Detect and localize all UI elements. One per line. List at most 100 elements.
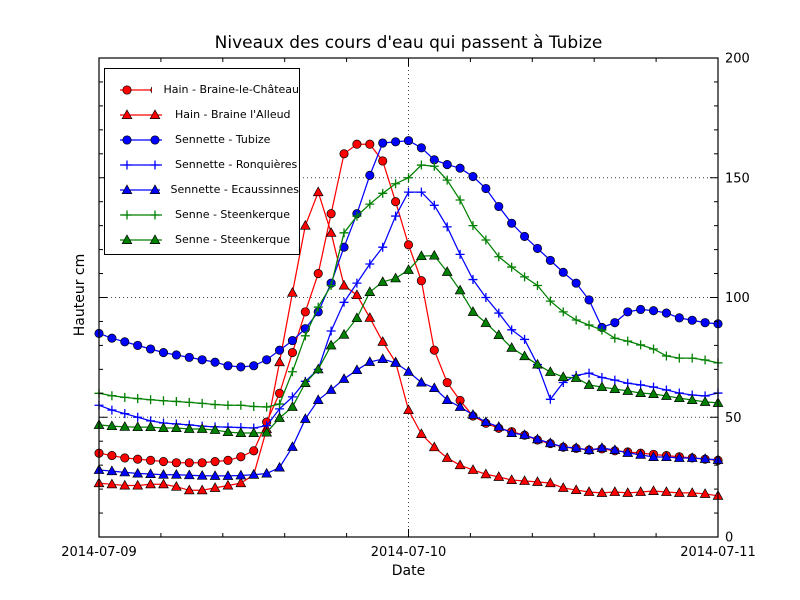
marker-plus [610, 333, 620, 343]
marker-plus [687, 353, 697, 363]
marker-circle [674, 313, 684, 323]
marker-triangle [583, 379, 595, 389]
marker-triangle [145, 468, 156, 478]
legend-marker-plus [122, 210, 132, 219]
marker-triangle [699, 453, 711, 463]
marker-plus [623, 336, 633, 346]
marker-plus [184, 397, 194, 407]
marker-triangle [609, 486, 621, 496]
marker-triangle [145, 421, 156, 432]
marker-circle [107, 333, 117, 343]
marker-triangle [158, 422, 169, 432]
marker-plus [146, 395, 156, 405]
marker-circle [223, 455, 233, 465]
marker-triangle [377, 276, 389, 286]
marker-triangle [428, 249, 440, 260]
marker-triangle [699, 396, 711, 406]
marker-plus [584, 368, 594, 378]
marker-triangle [299, 413, 311, 423]
marker-triangle [377, 336, 389, 346]
marker-circle [158, 457, 169, 467]
legend-marker-triangle [149, 108, 161, 119]
legend-swatch [120, 108, 162, 119]
legend-label: Sennette - Ronquières [175, 158, 298, 171]
marker-plus [210, 400, 220, 410]
marker-circle [365, 170, 375, 180]
marker-triangle [325, 339, 337, 350]
marker-plus [520, 334, 530, 344]
legend-marker-triangle [121, 108, 133, 119]
legend: Hain - Braine-le-Château Hain - Braine l'… [104, 68, 300, 255]
marker-triangle [661, 390, 672, 400]
marker-triangle [532, 476, 543, 486]
marker-triangle [570, 484, 582, 495]
marker-plus [429, 200, 439, 210]
marker-plus [545, 394, 555, 404]
marker-triangle [557, 482, 569, 492]
marker-triangle [338, 279, 350, 290]
marker-triangle [196, 423, 208, 433]
marker-triangle [377, 353, 389, 364]
marker-plus [313, 302, 323, 312]
marker-plus [455, 249, 465, 259]
marker-plus [584, 320, 594, 330]
marker-triangle [196, 484, 208, 495]
legend-swatch [120, 134, 162, 145]
marker-triangle [493, 329, 505, 340]
marker-plus [171, 396, 181, 406]
marker-triangle [338, 373, 350, 383]
marker-circle [223, 361, 233, 371]
marker-plus [326, 326, 336, 336]
marker-circle [507, 218, 517, 228]
legend-item: Hain - Braine l'Alleud [105, 102, 299, 127]
marker-circle [494, 201, 504, 212]
marker-triangle [106, 420, 118, 431]
marker-circle [391, 197, 401, 207]
marker-triangle [158, 478, 169, 489]
marker-triangle [441, 452, 453, 462]
legend-swatch [120, 233, 162, 244]
marker-circle [584, 295, 594, 305]
marker-plus [442, 175, 452, 185]
legend-marker-triangle [121, 233, 133, 244]
marker-circle [146, 455, 156, 465]
legend-item: Senne - Steenkerque [105, 227, 299, 252]
legend-label: Sennette - Tubize [175, 133, 271, 146]
marker-circle [326, 209, 336, 219]
marker-plus [636, 340, 646, 350]
marker-plus [352, 278, 362, 288]
marker-triangle [467, 409, 479, 419]
marker-triangle [583, 444, 595, 455]
legend-marker-circle [122, 134, 132, 145]
y-tick-label: 50 [725, 411, 742, 426]
marker-plus [339, 228, 349, 238]
marker-triangle [622, 487, 634, 497]
marker-triangle [299, 219, 311, 230]
marker-circle [687, 315, 697, 325]
marker-circle [403, 136, 414, 146]
marker-triangle [364, 356, 376, 366]
marker-plus [700, 355, 710, 365]
marker-triangle [119, 466, 131, 477]
marker-plus [300, 331, 310, 341]
marker-triangle [132, 467, 144, 478]
marker-triangle [493, 421, 505, 431]
marker-plus [107, 405, 117, 415]
marker-triangle [235, 469, 247, 480]
marker-circle [133, 340, 143, 350]
marker-plus [597, 325, 607, 335]
marker-plus [571, 315, 581, 325]
marker-circle [610, 318, 620, 328]
marker-circle [158, 348, 169, 358]
marker-plus [661, 351, 671, 361]
marker-plus [455, 195, 465, 205]
marker-circle [236, 452, 246, 462]
marker-circle [558, 267, 568, 277]
marker-triangle [673, 487, 685, 497]
marker-triangle [261, 426, 273, 437]
legend-marker-circle [150, 134, 160, 145]
marker-plus [378, 242, 388, 252]
marker-triangle [635, 387, 647, 398]
marker-triangle [557, 371, 569, 381]
